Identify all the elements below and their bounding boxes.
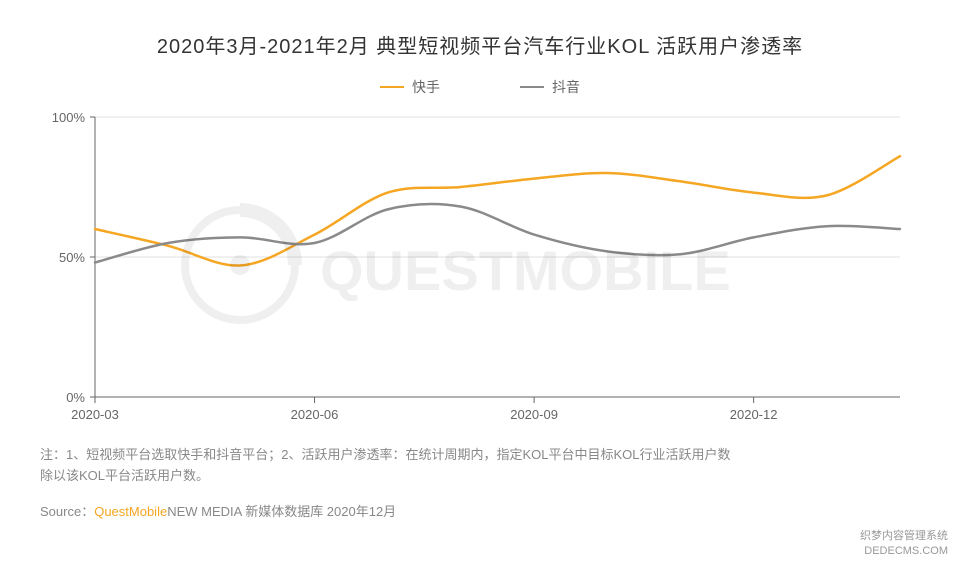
svg-text:2020-12: 2020-12 xyxy=(730,407,778,422)
svg-text:2020-06: 2020-06 xyxy=(291,407,339,422)
source-brand: QuestMobile xyxy=(94,504,167,519)
credit-line2: DEDECMS.COM xyxy=(860,544,948,558)
credit-line1: 织梦内容管理系统 xyxy=(860,529,948,543)
svg-text:0%: 0% xyxy=(66,390,85,405)
legend-swatch-kuaishou xyxy=(380,86,404,88)
legend-label-kuaishou: 快手 xyxy=(412,77,440,97)
source-line: Source：QuestMobileNEW MEDIA 新媒体数据库 2020年… xyxy=(40,501,920,520)
source-prefix: Source： xyxy=(40,504,94,519)
chart-title: 2020年3月-2021年2月 典型短视频平台汽车行业KOL 活跃用户渗透率 xyxy=(40,30,920,59)
chart-area: QUESTMOBILE 0%50%100%2020-032020-062020-… xyxy=(40,107,920,437)
svg-text:2020-03: 2020-03 xyxy=(71,407,119,422)
line-chart: 0% 50% 100% 2020-03 2020-06 2020-09 2020-12 xyxy=(40,107,920,437)
svg-text:100%: 100% xyxy=(52,110,86,125)
svg-text:2020-09: 2020-09 xyxy=(510,407,558,422)
legend-swatch-douyin xyxy=(520,86,544,88)
legend-label-douyin: 抖音 xyxy=(552,77,580,97)
source-rest: NEW MEDIA 新媒体数据库 2020年12月 xyxy=(167,504,396,519)
legend: 快手 抖音 xyxy=(40,77,920,97)
legend-item-douyin: 抖音 xyxy=(520,77,580,97)
footnote-line2: 除以该KOL平台活跃用户数。 xyxy=(40,468,209,483)
legend-item-kuaishou: 快手 xyxy=(380,77,440,97)
footnote-line1: 注：1、短视频平台选取快手和抖音平台；2、活跃用户渗透率：在统计周期内，指定KO… xyxy=(40,447,731,462)
page-credit: 织梦内容管理系统 DEDECMS.COM xyxy=(860,529,948,558)
footnote: 注：1、短视频平台选取快手和抖音平台；2、活跃用户渗透率：在统计周期内，指定KO… xyxy=(40,445,920,487)
svg-text:50%: 50% xyxy=(59,250,85,265)
